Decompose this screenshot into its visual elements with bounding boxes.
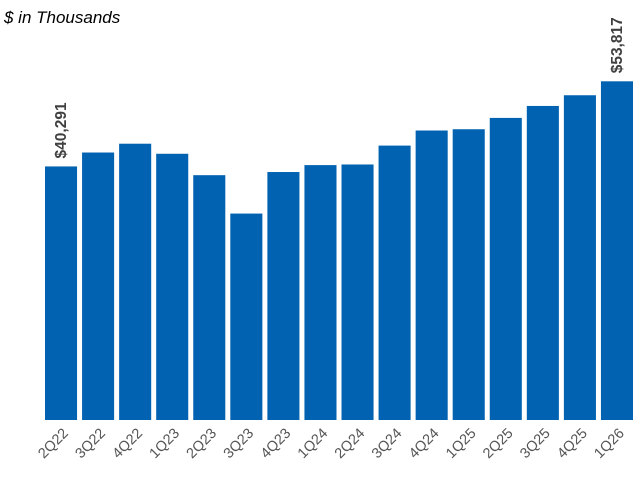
bar-3Q23 [230,213,263,420]
x-tick-label: 3Q24 [369,426,405,462]
x-tick-label: 1Q26 [591,426,627,462]
bar-4Q22 [119,143,152,420]
x-tick-label: 2Q23 [184,426,220,462]
bar-1Q23 [156,153,189,420]
x-tick-label: 2Q22 [35,426,71,462]
bar-2Q25 [489,117,522,420]
bar-4Q23 [267,172,300,420]
x-tick-label: 3Q25 [517,426,553,462]
bar-2Q24 [341,164,374,420]
bars-group [45,81,633,421]
bar-1Q26 [600,81,633,421]
x-tick-label: 4Q23 [258,426,294,462]
x-tick-label: 1Q23 [147,426,183,462]
data-label-2Q22: $40,291 [53,102,70,158]
bar-1Q25 [452,129,485,421]
x-tick-label: 4Q25 [554,426,590,462]
x-tick-label: 3Q22 [73,426,109,462]
bar-3Q24 [378,145,411,420]
x-tick-label: 1Q25 [443,426,479,462]
bar-2Q22 [45,166,78,420]
bar-1Q24 [304,165,337,420]
x-tick-label: 4Q22 [110,426,146,462]
bar-4Q25 [563,95,596,420]
x-tick-label: 1Q24 [295,426,331,462]
bar-4Q24 [415,130,448,420]
x-tick-label: 3Q23 [221,426,257,462]
x-tick-label: 4Q24 [406,426,442,462]
bar-3Q25 [526,105,559,420]
x-tick-label: 2Q25 [480,426,516,462]
bar-3Q22 [82,152,115,420]
data-labels-group: $40,291 $53,817 [53,17,626,158]
x-tick-label: 2Q24 [332,426,368,462]
data-label-1Q26: $53,817 [609,17,626,73]
chart-subtitle: $ in Thousands [3,8,121,27]
x-axis-ticks: 2Q22 3Q22 4Q22 1Q23 2Q23 3Q23 4Q23 1Q24 2Q24 3Q24… [35,426,627,462]
bar-2Q23 [193,175,226,420]
